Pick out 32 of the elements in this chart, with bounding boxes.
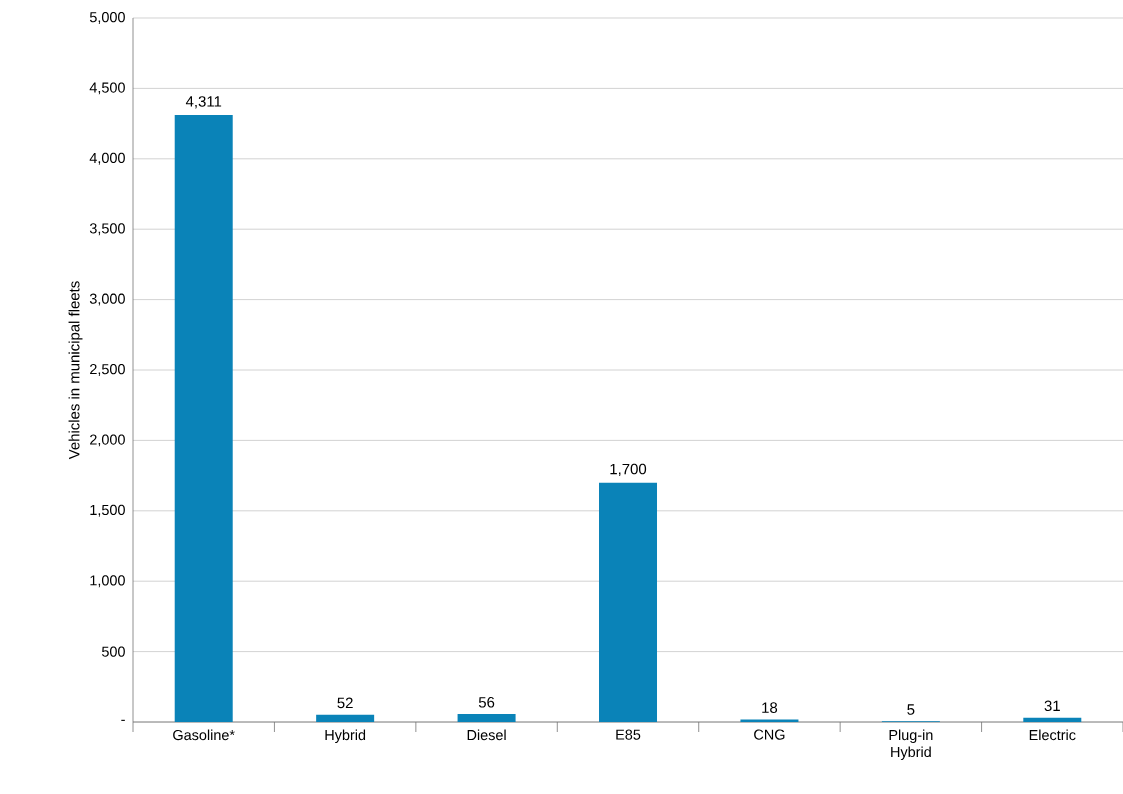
y-tick-label: - xyxy=(121,719,125,721)
data-label: 1,700 xyxy=(610,463,647,477)
data-label: 56 xyxy=(478,697,495,708)
y-tick-label: 3,500 xyxy=(89,223,125,236)
data-label: 4,311 xyxy=(185,96,222,109)
x-tick-label: Plug-in Hybrid xyxy=(889,729,933,760)
y-tick-label: 2,000 xyxy=(90,434,125,447)
x-tick-label: Diesel xyxy=(467,729,506,741)
bar xyxy=(599,482,658,722)
y-tick-label: 4,500 xyxy=(89,82,125,95)
y-tick-label: 2,500 xyxy=(90,364,125,376)
y-tick-label: 500 xyxy=(101,646,125,657)
bar xyxy=(174,115,233,722)
data-label: 5 xyxy=(907,704,915,715)
y-tick-label: 1,500 xyxy=(90,504,125,517)
x-tick-label: Gasoline* xyxy=(173,729,235,741)
bar xyxy=(457,714,516,722)
bar xyxy=(316,714,375,722)
bar xyxy=(740,719,799,722)
y-axis-title: Vehicles in municipal fleets xyxy=(68,281,83,460)
y-tick-label: 4,000 xyxy=(89,152,125,165)
x-tick-label: Hybrid xyxy=(325,729,366,743)
data-label: 52 xyxy=(337,697,353,709)
bar xyxy=(1023,717,1082,722)
y-tick-label: 3,000 xyxy=(89,293,125,306)
x-tick-label: CNG xyxy=(754,729,785,740)
y-tick-label: 5,000 xyxy=(89,12,125,24)
y-tick-label: 1,000 xyxy=(90,575,125,588)
x-tick-label: E85 xyxy=(616,729,641,740)
data-label: 18 xyxy=(762,702,778,713)
data-label: 31 xyxy=(1044,700,1060,712)
x-tick-label: Electric xyxy=(1029,729,1076,741)
